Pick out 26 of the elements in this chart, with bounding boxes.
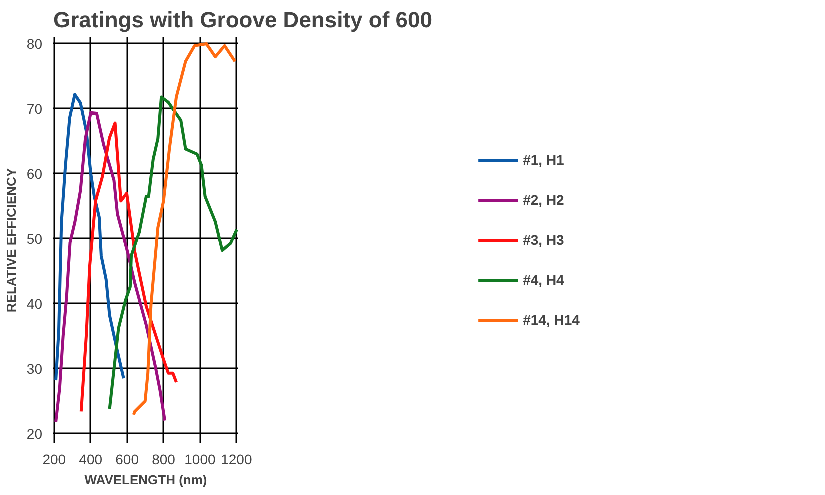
legend-label: #14, H14 bbox=[523, 312, 580, 328]
x-tick-label: 800 bbox=[152, 452, 176, 468]
x-tick-label: 600 bbox=[116, 452, 140, 468]
y-tick-label: 20 bbox=[26, 426, 43, 442]
y-tick-label: 80 bbox=[26, 36, 43, 52]
chart-title: Gratings with Groove Density of 600 bbox=[54, 8, 432, 32]
y-tick-label: 60 bbox=[26, 166, 43, 182]
y-axis-title: RELATIVE EFFICIENCY bbox=[4, 168, 19, 313]
legend-label: #1, H1 bbox=[523, 152, 564, 168]
line-series bbox=[108, 96, 238, 411]
y-tick-label: 40 bbox=[26, 296, 43, 312]
x-tick-label: 1200 bbox=[221, 452, 252, 468]
line-series bbox=[54, 111, 167, 424]
x-tick-label: 400 bbox=[79, 452, 103, 468]
x-axis-title: WAVELENGTH (nm) bbox=[84, 472, 208, 488]
y-tick-label: 70 bbox=[26, 100, 43, 117]
y-tick-label: 30 bbox=[26, 360, 43, 377]
legend-label: #3, H3 bbox=[523, 232, 564, 248]
line-series bbox=[80, 122, 178, 414]
legend-label: #2, H2 bbox=[523, 192, 564, 208]
y-tick-label: 50 bbox=[26, 230, 43, 247]
line-series bbox=[132, 42, 237, 416]
x-tick-label: 1000 bbox=[184, 452, 216, 468]
x-tick-label: 200 bbox=[42, 452, 66, 468]
line-series bbox=[54, 93, 126, 382]
legend-label: #4, H4 bbox=[523, 272, 564, 288]
